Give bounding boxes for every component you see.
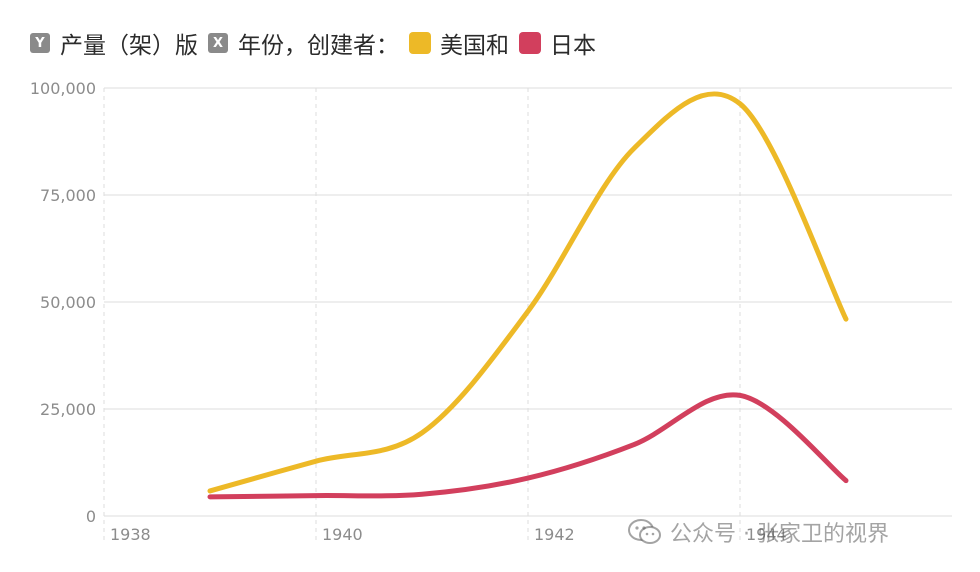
legend-swatch-japan[interactable] (519, 32, 541, 54)
watermark-text: 公众号 · 张家卫的视界 (670, 522, 889, 547)
y-axis-description: 产量（架）版 (60, 33, 198, 59)
y-tick-label: 25,000 (40, 400, 96, 419)
watermark: 公众号 · 张家卫的视界 (628, 516, 889, 548)
y-tick-label: 100,000 (30, 79, 96, 98)
series-line-usa (207, 91, 849, 494)
x-axis-description: 年份，创建者： (238, 33, 399, 59)
legend-swatch-usa[interactable] (409, 32, 431, 54)
y-axis-badge: Y (30, 33, 50, 53)
x-tick-label: 1942 (534, 525, 575, 544)
legend-label-usa[interactable]: 美国和 (440, 33, 509, 59)
series-line-japan (207, 392, 849, 500)
x-axis-badge: X (208, 33, 228, 53)
x-tick-label: 1938 (110, 525, 151, 544)
wechat-icon (628, 519, 661, 544)
x-tick-label: 1944 (746, 525, 787, 544)
legend-label-japan[interactable]: 日本 (550, 33, 596, 59)
y-tick-label: 0 (86, 507, 96, 526)
y-tick-label: 75,000 (40, 186, 96, 205)
chart-legend: Y 产量（架）版 X 年份，创建者： 美国和 日本 (30, 26, 606, 60)
y-tick-label: 50,000 (40, 293, 96, 312)
x-tick-label: 1940 (322, 525, 363, 544)
